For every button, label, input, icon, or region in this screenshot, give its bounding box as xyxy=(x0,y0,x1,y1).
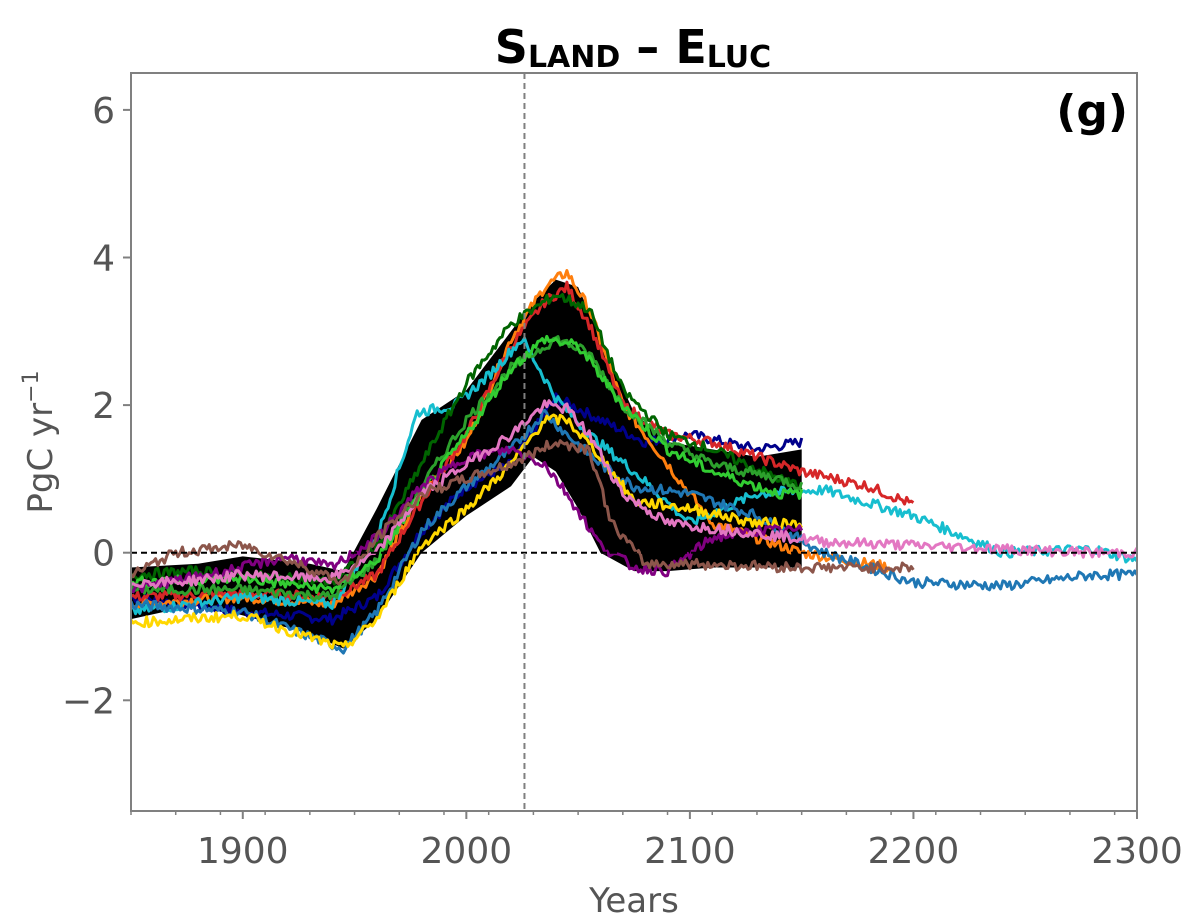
y-axis-label: PgC yr−1 xyxy=(19,370,61,513)
y-tick-label: 0 xyxy=(92,534,115,575)
x-tick-label: 2300 xyxy=(1091,831,1183,872)
x-tick-label: 2000 xyxy=(421,831,513,872)
series-line-7 xyxy=(131,335,804,602)
series-line-4 xyxy=(131,336,1137,616)
panel-label: (g) xyxy=(1056,86,1128,137)
x-tick-label: 2100 xyxy=(644,831,736,872)
x-axis-label: Years xyxy=(588,881,679,920)
chart-title: SLAND – ELUC xyxy=(495,20,771,75)
plot-content xyxy=(131,73,1137,811)
series-line-5 xyxy=(131,408,1137,655)
x-tick-label: 1900 xyxy=(197,831,289,872)
axis-ticks: 1900 2000 2100 2200 2300 −2 0 2 4 6 xyxy=(62,91,1183,872)
x-tick-label: 2200 xyxy=(868,831,960,872)
y-tick-label: 2 xyxy=(92,386,115,427)
y-tick-label: 4 xyxy=(92,239,115,280)
series-line-12 xyxy=(131,439,915,586)
plot-frame xyxy=(130,72,1138,812)
series-line-11 xyxy=(131,399,1137,589)
series-line-9 xyxy=(131,413,803,650)
y-tick-label: 6 xyxy=(92,91,115,132)
y-tick-label: −2 xyxy=(62,681,115,722)
